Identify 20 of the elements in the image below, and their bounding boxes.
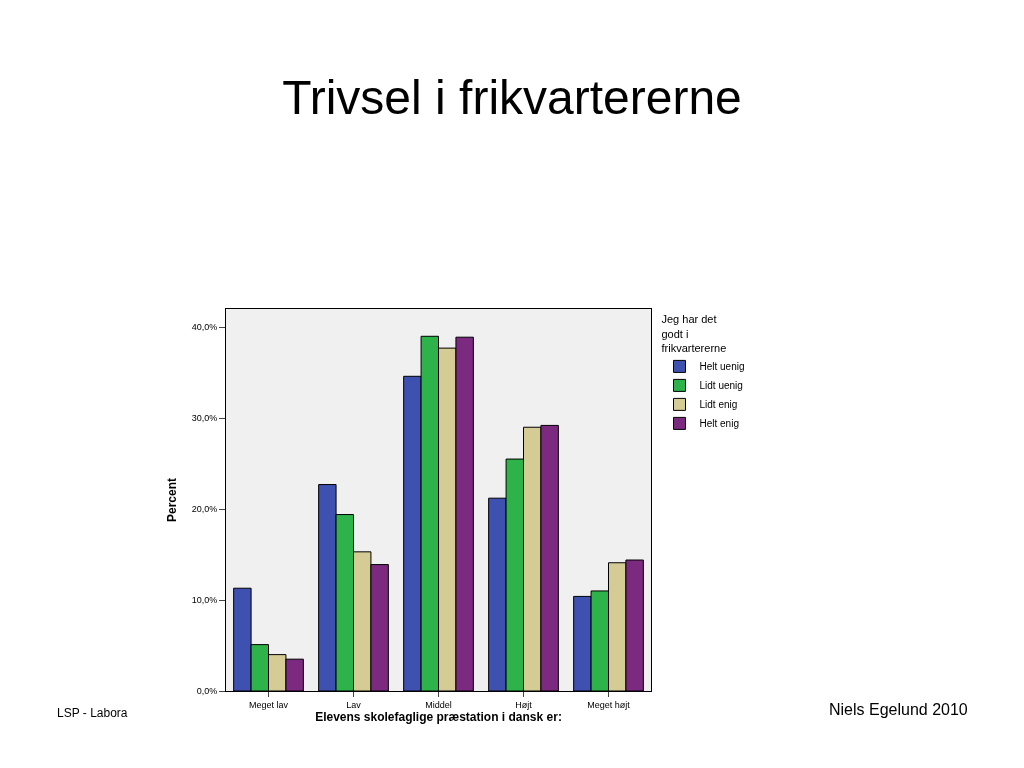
legend-label: Lidt enig [699, 399, 738, 411]
legend-label: Lidt uenig [699, 380, 743, 392]
y-tick-label: 30,0% [191, 413, 218, 424]
y-tick-label: 10,0% [191, 595, 218, 606]
x-tick-label: Højt [515, 699, 533, 710]
legend-title: Jeg har det godt i frikvartererne [661, 313, 727, 354]
x-tick-label: Meget højt [587, 699, 631, 710]
x-tick-label: Lav [346, 699, 362, 710]
legend-label: Helt uenig [699, 361, 745, 373]
y-tick-label: 0,0% [196, 686, 218, 697]
x-tick-label: Meget lav [248, 699, 289, 710]
text: LSP - Labora [57, 706, 128, 720]
legend-label: Helt enig [699, 418, 739, 430]
text: Niels Egelund 2010 [829, 701, 968, 718]
y-axis-title: Percent [164, 477, 179, 523]
y-tick-label: 40,0% [191, 322, 218, 333]
x-axis-title: Elevens skolefaglige præstation i dansk er: [315, 709, 562, 724]
x-tick-label: Middel [425, 699, 452, 710]
chart-title: Trivsel i frikvartererne [282, 70, 742, 124]
y-tick-label: 20,0% [191, 504, 218, 515]
